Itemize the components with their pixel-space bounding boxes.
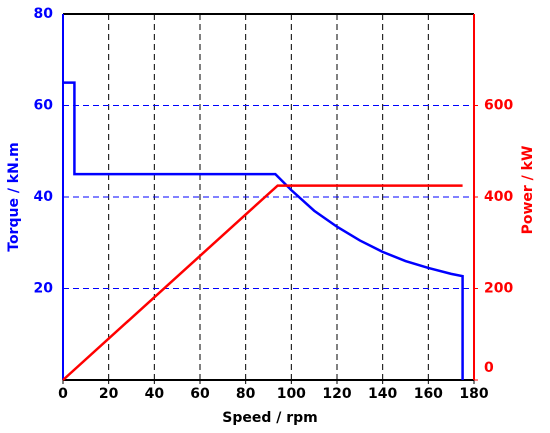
x-tick-label: 120 (322, 386, 351, 402)
x-tick-label: 180 (459, 386, 488, 402)
x-tick-label: 0 (58, 386, 68, 402)
y-tick-label: 20 (34, 281, 54, 297)
y-tick-label: 80 (34, 6, 54, 22)
y2-tick-label: 0 (484, 360, 494, 376)
x-tick-label: 80 (236, 386, 256, 402)
y2-tick-label: 600 (484, 98, 513, 114)
x-axis-label: Speed / rpm (222, 410, 318, 426)
series-line (62, 184, 463, 381)
x-tick-label: 20 (99, 386, 119, 402)
y-tick-label: 60 (34, 98, 54, 114)
x-tick-label: 140 (368, 386, 397, 402)
x-tick-label: 160 (414, 386, 443, 402)
series-line (63, 81, 464, 380)
y2-tick-label: 200 (484, 281, 513, 297)
x-tick-label: 100 (277, 386, 306, 402)
y-tick-label: 40 (34, 189, 54, 205)
y2-axis-label: Power / kW (520, 146, 536, 235)
y2-tick-label: 400 (484, 189, 513, 205)
x-tick-label: 40 (145, 386, 165, 402)
x-tick-label: 60 (190, 386, 210, 402)
y-axis-label: Torque / kN.m (6, 142, 22, 252)
